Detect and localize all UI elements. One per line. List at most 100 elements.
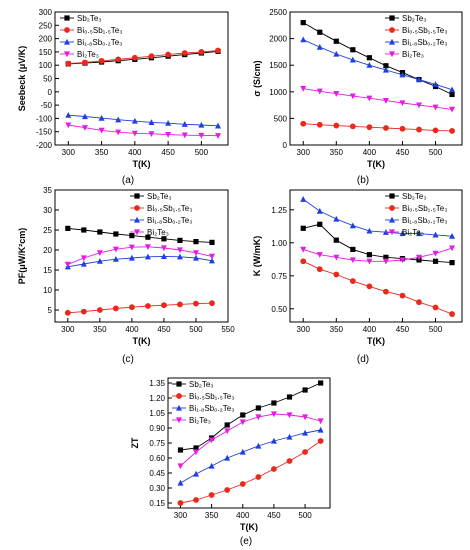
series-3 — [177, 411, 324, 470]
data-point — [177, 463, 184, 470]
y-tick-label: 2000 — [269, 35, 287, 44]
data-point — [193, 449, 200, 456]
data-point — [198, 49, 205, 55]
data-point — [382, 97, 389, 104]
data-point — [383, 63, 389, 69]
legend-entry: Bi₂Te₃ — [402, 228, 424, 237]
data-point — [333, 237, 339, 243]
x-tick-label: 400 — [125, 325, 139, 334]
series-line — [302, 198, 453, 237]
legend-entry: Bi₁.₈Sb₀.₂Te₃ — [402, 216, 448, 225]
series-line — [180, 440, 321, 504]
y-tick-label: 0 — [48, 88, 53, 97]
data-point — [193, 445, 199, 451]
data-point — [349, 278, 356, 284]
data-point — [302, 429, 309, 436]
data-point — [399, 257, 406, 264]
y-tick-label: 0.75 — [149, 439, 165, 448]
legend-marker — [176, 393, 182, 399]
series-line — [303, 39, 453, 91]
data-point — [193, 470, 200, 477]
data-point — [349, 93, 356, 100]
data-point — [316, 43, 323, 50]
data-point — [399, 100, 406, 107]
x-axis-label: T(K) — [367, 336, 385, 346]
data-point — [112, 246, 119, 253]
data-point — [240, 412, 246, 418]
x-axis-label: T(K) — [133, 336, 151, 346]
y-axis-label: ZT — [130, 437, 140, 448]
data-point — [366, 95, 373, 102]
y-tick-label: 1.00 — [271, 239, 287, 248]
series-line — [303, 123, 453, 132]
data-point — [317, 29, 323, 35]
panel-label: (b) — [357, 175, 369, 186]
data-point — [165, 132, 172, 138]
data-point — [449, 260, 455, 266]
y-tick-label: 0.15 — [149, 499, 165, 508]
data-point — [209, 300, 215, 307]
series-0 — [65, 225, 215, 245]
data-point — [432, 81, 439, 87]
panel-e: 300 350 400 450 500 0.15 0.30 0.45 0.60 0.75 0.90 1… — [130, 377, 331, 547]
x-tick-label: 500 — [298, 511, 312, 520]
legend-entry: Bi₂Te₃ — [147, 228, 169, 237]
data-point — [300, 20, 306, 26]
y-tick-label: 20 — [43, 246, 52, 255]
series-line — [180, 382, 321, 451]
legend: Sb₂Te₃ Bi₀.₅Sb₁.₅Te₃ Bi₁.₈Sb₀.₂Te₃ Bi₂Te₃ — [172, 380, 235, 425]
series-line — [67, 302, 213, 314]
data-point — [416, 230, 422, 237]
data-point — [449, 311, 455, 317]
series-line — [180, 413, 321, 467]
y-tick-label: -200 — [36, 141, 53, 150]
y-tick-label: 50 — [43, 75, 52, 84]
data-point — [432, 231, 439, 238]
data-point — [64, 309, 71, 316]
data-point — [65, 60, 72, 67]
data-point — [399, 125, 406, 132]
data-point — [271, 466, 277, 472]
series-1 — [300, 258, 455, 317]
legend-marker — [389, 15, 395, 21]
legend-marker — [389, 229, 395, 236]
data-point — [416, 102, 422, 109]
data-point — [432, 250, 439, 257]
data-point — [383, 254, 389, 260]
y-tick-label: 0.60 — [149, 454, 165, 463]
series-line — [303, 88, 453, 110]
data-point — [383, 288, 389, 295]
data-point — [193, 300, 199, 307]
plot-frame — [289, 11, 463, 146]
data-point — [432, 304, 439, 311]
x-tick-label: 350 — [330, 148, 344, 157]
legend-marker — [134, 229, 140, 236]
data-point — [129, 233, 135, 239]
legend-entry: Bi₂Te₃ — [402, 50, 424, 59]
data-point — [350, 246, 356, 252]
y-tick-label: 150 — [39, 48, 53, 57]
data-point — [165, 119, 172, 126]
x-tick-label: 500 — [429, 148, 443, 157]
data-point — [145, 234, 151, 240]
y-tick-label: 1000 — [269, 88, 287, 97]
data-point — [160, 245, 167, 252]
data-point — [302, 414, 309, 421]
legend-entry: Bi₁.₈Sb₀.₂Te₃ — [147, 216, 193, 225]
series-line — [68, 124, 219, 137]
data-point — [224, 422, 230, 428]
data-point — [98, 114, 105, 121]
x-tick-label: 350 — [93, 325, 107, 334]
series-2 — [177, 426, 324, 486]
data-point — [176, 247, 183, 254]
y-tick-label: 200 — [39, 35, 53, 44]
data-point — [96, 250, 103, 256]
data-point — [177, 301, 183, 308]
data-point — [81, 113, 88, 120]
data-point — [399, 71, 406, 78]
data-point — [449, 233, 456, 239]
data-point — [148, 119, 155, 125]
data-point — [333, 271, 340, 278]
data-point — [286, 412, 293, 419]
x-tick-label: 300 — [61, 325, 75, 334]
